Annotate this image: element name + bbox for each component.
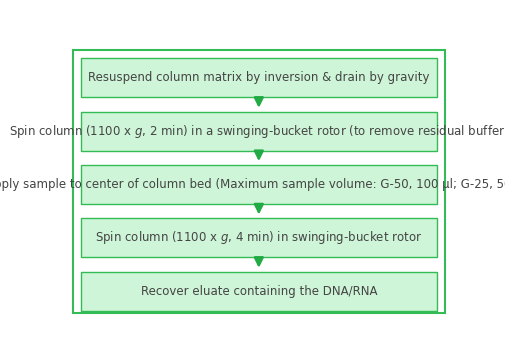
- Text: Apply sample to center of column bed (Maximum sample volume: G-50, 100 μl; G-25,: Apply sample to center of column bed (Ma…: [0, 178, 505, 191]
- Bar: [81, 58, 437, 97]
- Text: Spin column (1100 x $\it{g}$, 4 min) in swinging-bucket rotor: Spin column (1100 x $\it{g}$, 4 min) in …: [95, 229, 422, 246]
- Bar: [81, 112, 437, 151]
- Bar: [81, 272, 437, 311]
- Text: Recover eluate containing the DNA/RNA: Recover eluate containing the DNA/RNA: [140, 285, 377, 298]
- Bar: [81, 165, 437, 204]
- Bar: [81, 219, 437, 257]
- Text: Resuspend column matrix by inversion & drain by gravity: Resuspend column matrix by inversion & d…: [88, 71, 430, 84]
- Text: Spin column (1100 x $\it{g}$, 2 min) in a swinging-bucket rotor (to remove resid: Spin column (1100 x $\it{g}$, 2 min) in …: [9, 123, 505, 140]
